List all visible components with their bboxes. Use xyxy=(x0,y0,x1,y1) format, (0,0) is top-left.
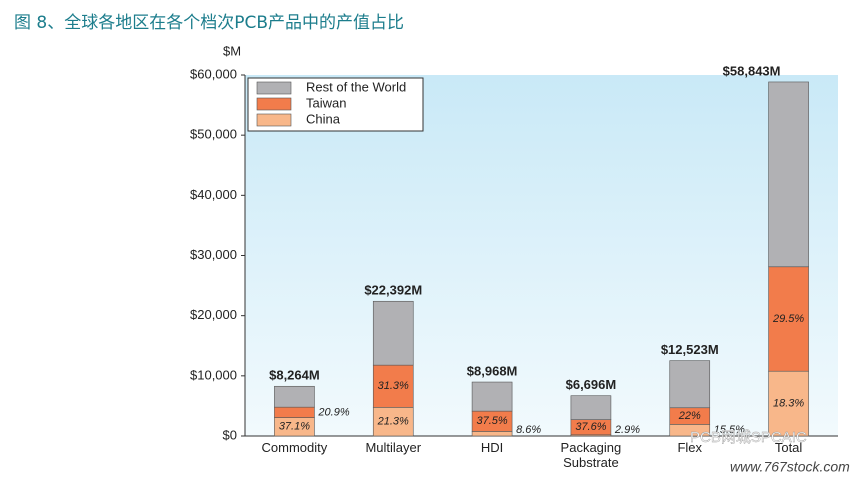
share-label: 8.6% xyxy=(516,424,541,436)
share-label: 15.5% xyxy=(714,424,745,436)
share-label: 2.9% xyxy=(614,424,640,436)
legend-label: China xyxy=(306,111,341,126)
bar-segment xyxy=(471,381,513,412)
x-tick-label: Commodity xyxy=(261,440,328,455)
share-label: 31.3% xyxy=(378,380,409,392)
legend-label: Taiwan xyxy=(306,95,346,110)
total-label: $6,696M xyxy=(566,377,617,392)
y-tick-label: $40,000 xyxy=(190,187,237,202)
bar-segment xyxy=(471,431,513,437)
total-label: $58,843M xyxy=(723,63,781,78)
bar-segment xyxy=(669,360,711,409)
y-tick-label: $50,000 xyxy=(190,127,237,142)
bar-segment xyxy=(274,385,315,408)
share-label: 20.9% xyxy=(317,406,349,418)
watermark: www.767stock.com xyxy=(730,459,850,475)
total-label: $8,264M xyxy=(269,368,320,383)
x-tick-label: Multilayer xyxy=(365,440,422,455)
y-axis-label: $M xyxy=(223,43,241,58)
legend-swatch xyxy=(256,81,292,95)
share-label: 37.5% xyxy=(476,415,507,427)
total-label: $12,523M xyxy=(661,342,719,357)
x-tick-label: Flex xyxy=(677,440,703,455)
share-label: 37.6% xyxy=(575,421,606,433)
x-tick-label: HDI xyxy=(480,440,504,455)
total-label: $22,392M xyxy=(364,283,422,298)
share-label: 22% xyxy=(678,410,701,422)
y-tick-label: $0 xyxy=(223,427,237,442)
total-label: $8,968M xyxy=(467,363,518,378)
y-tick-label: $10,000 xyxy=(190,367,237,382)
watermark: PCB网城SPCAIC xyxy=(690,429,807,446)
chart-title: 图 8、全球各地区在各个档次PCB产品中的产值占比 xyxy=(14,13,405,33)
share-label: 21.3% xyxy=(377,416,409,428)
bar-segment xyxy=(372,300,414,366)
legend-swatch xyxy=(256,97,292,111)
y-tick-label: $20,000 xyxy=(190,307,237,322)
bar-segment xyxy=(570,395,612,420)
bar-segment xyxy=(768,370,809,437)
y-tick-label: $30,000 xyxy=(190,247,237,262)
y-tick-label: $60,000 xyxy=(190,66,237,81)
legend-label: Rest of the World xyxy=(306,79,406,94)
legend-swatch xyxy=(256,113,292,127)
bar-segment xyxy=(372,407,414,437)
bar-segment xyxy=(768,266,809,372)
x-tick-label: Total xyxy=(774,440,803,455)
x-tick-label: Packaging Substrate xyxy=(560,440,622,470)
share-label: 37.1% xyxy=(279,421,310,433)
bar-segment xyxy=(768,81,809,268)
plot-area xyxy=(245,75,838,436)
share-label: 18.3% xyxy=(773,398,804,410)
share-label: 29.5% xyxy=(772,313,804,325)
bar-segment xyxy=(372,364,414,408)
bar-segment xyxy=(274,406,315,418)
